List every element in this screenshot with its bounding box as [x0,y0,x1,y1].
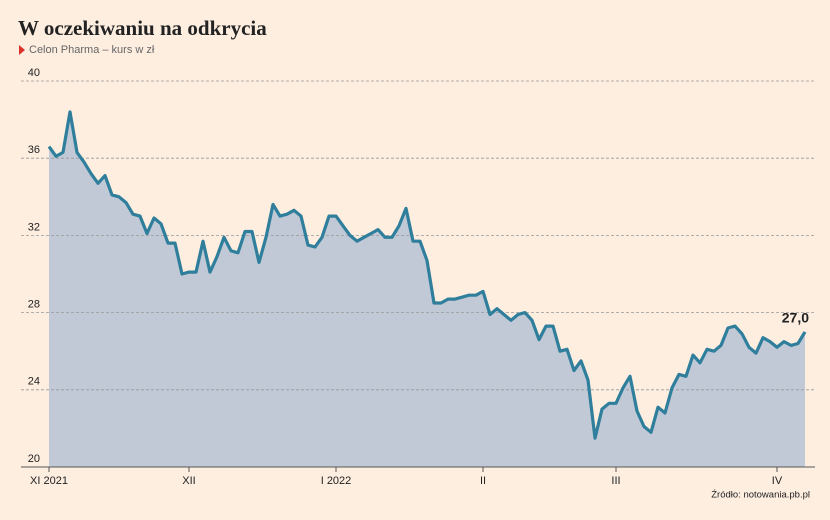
x-tick-label: II [480,475,486,487]
x-tick-label: IV [772,475,783,487]
area [49,111,805,468]
value-label: 27,0 [782,310,809,326]
y-tick-label: 24 [28,376,40,388]
y-tick-label: 28 [28,299,40,311]
source: Źródło: notowania.pb.pl [711,490,810,501]
y-tick-label: 36 [28,144,40,156]
chart-subtitle: Celon Pharma – kurs w zł [29,44,155,56]
chart-title: W oczekiwaniu na odkrycia [18,16,267,40]
x-tick-label: I 2022 [321,475,352,487]
x-tick-label: III [611,475,620,487]
y-tick-label: 20 [28,453,40,465]
x-tick-label: XI 2021 [30,475,68,487]
y-tick-label: 40 [28,67,40,79]
line [47,110,807,440]
x-tick-label: XII [182,475,195,487]
subtitle-marker [19,45,25,55]
y-tick-label: 32 [28,221,40,233]
